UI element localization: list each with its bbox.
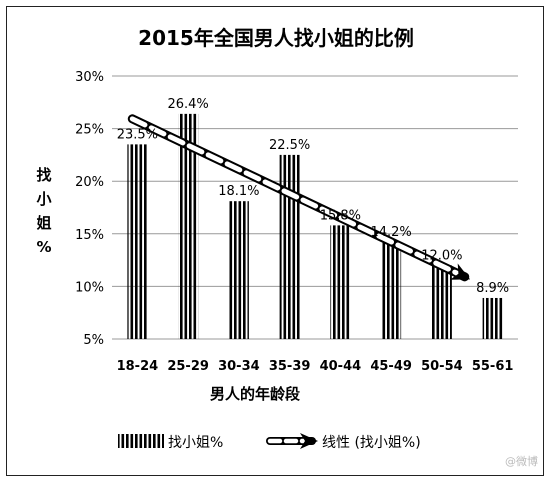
data-labels: 23.5% 26.4% 18.1% 22.5% 15.8% 14.2% 12.0% 8.9% [117,97,509,296]
bar [330,225,351,339]
bar [178,113,199,339]
bar [431,265,452,339]
x-tick-label: 18-24 [117,359,159,374]
chart-title: 2015年全国男人找小姐的比例 [138,26,414,50]
trendline-dash [129,116,468,280]
bar [127,144,148,339]
x-tick-label: 30-34 [218,359,260,374]
legend-swatch-trendline [266,433,318,449]
data-label: 18.1% [218,184,259,199]
x-tick-label: 35-39 [269,359,311,374]
bar [482,297,503,339]
bars [127,113,503,339]
data-label: 15.8% [320,208,361,223]
data-label: 23.5% [117,127,158,142]
y-tick-label: 30% [75,70,104,85]
y-axis-title-char: 姐 [36,214,51,232]
bar [279,154,300,339]
y-axis-title-char: 小 [36,190,51,208]
y-axis-ticks: 5% 10% 15% 20% 25% 30% [75,70,104,348]
legend-swatch-bars [118,434,164,448]
x-tick-label: 40-44 [320,359,362,374]
trendline [127,114,471,282]
bar [228,201,249,339]
y-axis-title-char: % [36,238,51,256]
watermark: @微博 [505,455,538,468]
y-tick-label: 5% [83,333,104,348]
y-tick-label: 15% [75,228,104,243]
y-axis-title: 找小姐% [36,166,51,256]
x-tick-label: 45-49 [370,359,412,374]
y-axis-title-char: 找 [36,166,51,184]
x-tick-label: 50-54 [421,359,463,374]
legend: 找小姐% 线性 (找小姐%) [118,433,421,451]
y-tick-label: 25% [75,123,104,138]
data-label: 14.2% [370,225,411,240]
legend-label-bars: 找小姐% [168,435,223,451]
bar [381,242,402,339]
data-label: 22.5% [269,138,310,153]
chart-frame [6,6,544,476]
x-axis-ticks: 18-24 25-29 30-34 35-39 40-44 45-49 50-54 55-61 [117,359,514,374]
y-tick-label: 10% [75,280,104,295]
data-label: 8.9% [476,281,509,296]
data-label: 26.4% [167,97,208,112]
x-axis-title: 男人的年龄段 [210,385,300,403]
trendline-arrowhead [450,263,471,280]
x-tick-label: 25-29 [167,359,209,374]
data-label: 12.0% [421,248,462,263]
y-tick-label: 20% [75,175,104,190]
legend-label-trendline: 线性 (找小姐%) [322,435,421,451]
x-tick-label: 55-61 [472,359,514,374]
